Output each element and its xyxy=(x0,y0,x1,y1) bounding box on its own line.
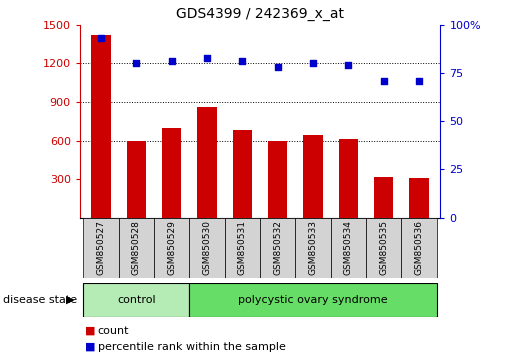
Text: GSM850528: GSM850528 xyxy=(132,220,141,275)
Point xyxy=(380,78,388,84)
Bar xyxy=(190,283,437,317)
Text: disease state: disease state xyxy=(3,295,77,305)
Point xyxy=(97,35,105,41)
Text: ■: ■ xyxy=(85,342,95,352)
Text: percentile rank within the sample: percentile rank within the sample xyxy=(98,342,286,352)
Text: GSM850535: GSM850535 xyxy=(379,220,388,275)
Bar xyxy=(331,218,366,278)
Bar xyxy=(83,283,190,317)
Bar xyxy=(127,141,146,218)
Text: GSM850527: GSM850527 xyxy=(96,220,106,275)
Point xyxy=(415,78,423,84)
Point xyxy=(309,61,317,66)
Bar xyxy=(233,130,252,218)
Text: ▶: ▶ xyxy=(66,295,75,305)
Bar xyxy=(303,135,323,218)
Point xyxy=(167,59,176,64)
Text: polycystic ovary syndrome: polycystic ovary syndrome xyxy=(238,295,388,305)
Bar xyxy=(260,218,296,278)
Bar xyxy=(409,178,429,218)
Text: GSM850536: GSM850536 xyxy=(415,220,424,275)
Text: GSM850531: GSM850531 xyxy=(238,220,247,275)
Bar xyxy=(225,218,260,278)
Point xyxy=(238,59,247,64)
Bar xyxy=(374,177,393,218)
Bar xyxy=(296,218,331,278)
Bar xyxy=(83,218,118,278)
Bar xyxy=(197,107,217,218)
Text: GSM850533: GSM850533 xyxy=(308,220,318,275)
Bar xyxy=(118,218,154,278)
Point xyxy=(345,62,353,68)
Text: count: count xyxy=(98,326,129,336)
Point xyxy=(273,64,282,70)
Text: GSM850532: GSM850532 xyxy=(273,220,282,275)
Bar xyxy=(402,218,437,278)
Point xyxy=(203,55,211,61)
Bar xyxy=(268,141,287,218)
Text: GSM850529: GSM850529 xyxy=(167,220,176,275)
Bar xyxy=(91,35,111,218)
Bar xyxy=(366,218,402,278)
Text: GSM850534: GSM850534 xyxy=(344,220,353,275)
Bar xyxy=(162,128,181,218)
Bar xyxy=(190,218,225,278)
Text: control: control xyxy=(117,295,156,305)
Bar xyxy=(339,139,358,218)
Text: GSM850530: GSM850530 xyxy=(202,220,212,275)
Bar xyxy=(154,218,190,278)
Title: GDS4399 / 242369_x_at: GDS4399 / 242369_x_at xyxy=(176,7,344,21)
Point xyxy=(132,61,141,66)
Text: ■: ■ xyxy=(85,326,95,336)
